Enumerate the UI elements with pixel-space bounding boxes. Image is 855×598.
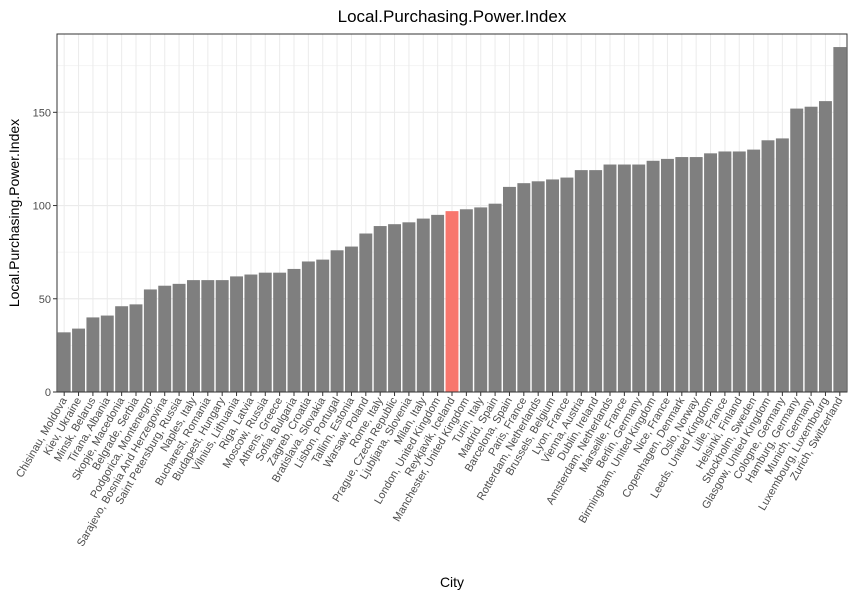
bar xyxy=(445,211,459,392)
bar xyxy=(833,47,847,392)
y-axis-title: Local.Purchasing.Power.Index xyxy=(6,119,22,307)
y-tick-label: 0 xyxy=(45,387,51,399)
bar xyxy=(775,138,789,392)
bar xyxy=(287,268,301,392)
bar xyxy=(474,207,488,392)
chart-title: Local.Purchasing.Power.Index xyxy=(338,7,567,26)
bar xyxy=(215,280,229,392)
bar xyxy=(459,209,473,392)
bar xyxy=(129,304,143,392)
bar xyxy=(732,151,746,392)
bar xyxy=(704,153,718,392)
bar xyxy=(273,272,287,392)
x-axis-title: City xyxy=(440,574,464,590)
bar xyxy=(747,149,761,392)
bar xyxy=(718,151,732,392)
bar xyxy=(660,158,674,392)
bar xyxy=(57,332,71,392)
bar xyxy=(689,157,703,392)
bar xyxy=(431,214,445,392)
bar xyxy=(244,274,258,392)
bar xyxy=(115,306,129,392)
bar xyxy=(402,222,416,392)
bar xyxy=(344,246,358,392)
y-tick-label: 50 xyxy=(39,294,51,306)
bar xyxy=(790,108,804,392)
bar xyxy=(560,177,574,392)
bar xyxy=(603,164,617,392)
bar xyxy=(72,328,86,392)
bar xyxy=(301,261,315,392)
bar xyxy=(804,106,818,392)
bar xyxy=(330,250,344,392)
bar xyxy=(531,181,545,392)
bars xyxy=(57,47,847,392)
bar xyxy=(502,186,516,392)
bar xyxy=(646,160,660,392)
bar xyxy=(416,218,430,392)
y-tick-label: 150 xyxy=(33,107,51,119)
bar xyxy=(546,179,560,392)
bar xyxy=(186,280,200,392)
bar xyxy=(373,226,387,392)
bar xyxy=(86,317,100,392)
bar xyxy=(172,283,186,392)
bar xyxy=(316,259,330,392)
y-axis-ticks: 0 50 100 150 xyxy=(33,107,57,399)
bar xyxy=(574,170,588,392)
bar xyxy=(230,276,244,392)
bar xyxy=(359,233,373,392)
bar xyxy=(517,183,531,392)
bar xyxy=(761,140,775,392)
bar xyxy=(258,272,272,392)
bar xyxy=(488,203,502,392)
bar xyxy=(675,157,689,392)
bar xyxy=(589,170,603,392)
bar xyxy=(632,164,646,392)
bar xyxy=(388,224,402,392)
bar xyxy=(100,315,114,392)
bar xyxy=(201,280,215,392)
bar xyxy=(158,285,172,392)
y-tick-label: 100 xyxy=(33,201,51,213)
bar xyxy=(143,289,157,392)
bar xyxy=(818,101,832,392)
bar xyxy=(617,164,631,392)
